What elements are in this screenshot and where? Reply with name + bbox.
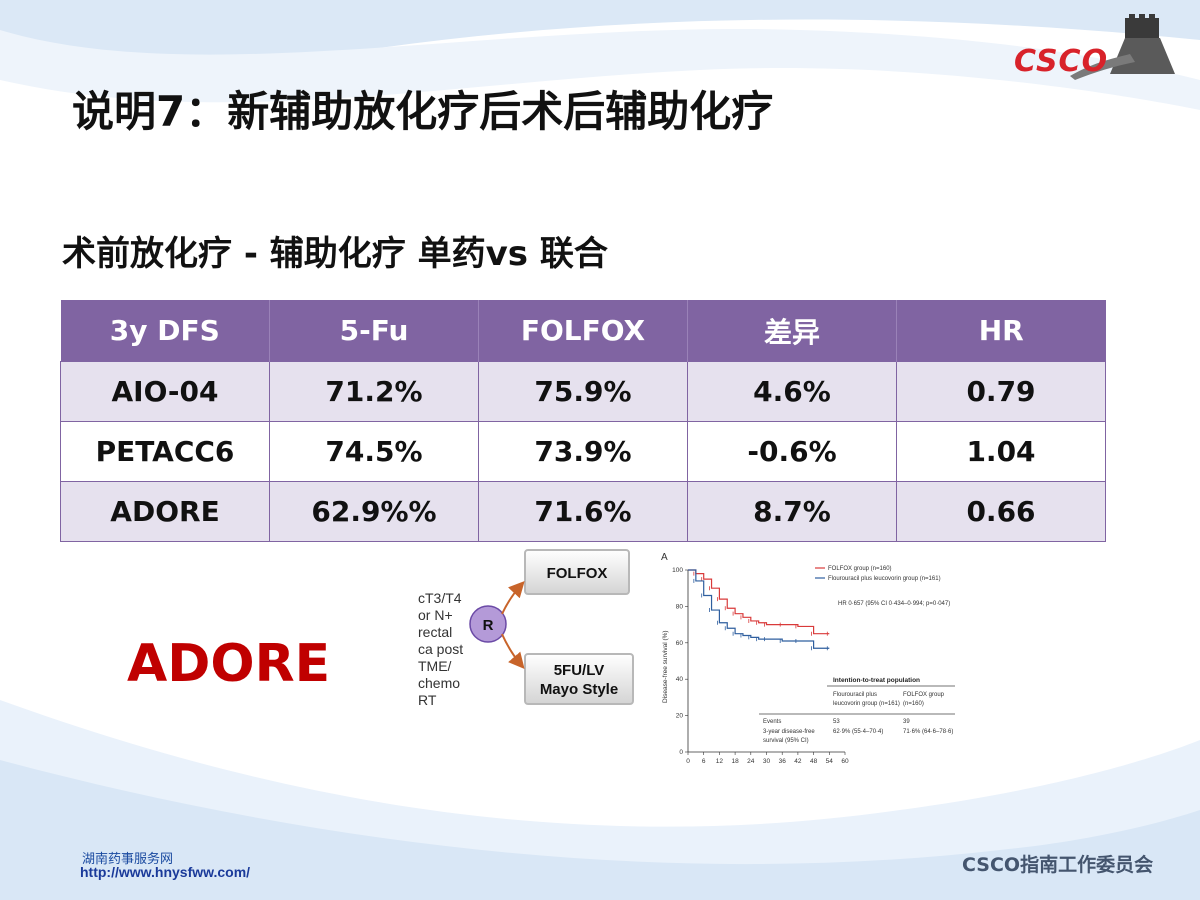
fu-arm-label: 5FU/LV xyxy=(554,662,605,679)
criteria-line: rectal xyxy=(418,624,453,640)
csco-logo-text: CSCO xyxy=(1014,44,1109,79)
itt-table: Intention-to-treat population Flourourac… xyxy=(759,677,955,744)
events-label: Events xyxy=(763,719,781,725)
x-tick-label: 6 xyxy=(702,758,706,765)
table-row: AIO-04 71.2% 75.9% 4.6% 0.79 xyxy=(60,361,1106,422)
fu-arm-sublabel: Mayo Style xyxy=(540,681,618,698)
folfox-arm-box xyxy=(524,549,630,595)
randomization-node xyxy=(469,605,507,643)
footer-committee: CSCO指南工作委员会 xyxy=(962,854,1154,876)
criteria-line: RT xyxy=(418,692,437,708)
y-tick-label: 0 xyxy=(679,749,683,756)
y-tick-label: 60 xyxy=(676,640,684,647)
header-cell: 3y DFS xyxy=(60,300,270,362)
itt-col1-line2: leucovorin group (n=161) xyxy=(833,701,900,707)
events-fu: 53 xyxy=(833,719,840,725)
footer-site-name: 湖南药事服务网 xyxy=(82,852,174,867)
randomization-label: R xyxy=(483,617,494,634)
x-tick-label: 54 xyxy=(826,758,834,765)
panel-label: A xyxy=(661,552,668,563)
km-series-line xyxy=(688,569,830,649)
dfs-label-2: survival (95% CI) xyxy=(763,738,809,744)
y-tick-label: 80 xyxy=(676,603,684,610)
table-cell: 62.9%% xyxy=(269,481,479,542)
criteria-line: ca post xyxy=(418,641,464,657)
legend-entry-fu: Flourouracil plus leucovorin group (n=16… xyxy=(828,576,941,582)
patient-criteria: cT3/T4 or N+ rectal ca post TME/ chemo R… xyxy=(418,590,478,709)
trial-name-label: ADORE xyxy=(127,634,331,694)
criteria-line: chemo xyxy=(418,675,461,691)
y-tick-label: 40 xyxy=(676,676,684,683)
y-axis-label: Disease-free survival (%) xyxy=(662,630,669,703)
folfox-arm-label: FOLFOX xyxy=(547,565,608,582)
legend-entry-folfox: FOLFOX group (n=160) xyxy=(828,566,892,572)
itt-col1-line1: Flourouracil plus xyxy=(833,692,877,698)
arrow-to-folfox xyxy=(501,581,525,615)
km-series-line xyxy=(688,569,830,635)
table-cell: -0.6% xyxy=(687,421,897,482)
table-cell: 0.66 xyxy=(896,481,1106,542)
table-cell: 71.2% xyxy=(269,361,479,422)
table-row: ADORE 62.9%% 71.6% 8.7% 0.66 xyxy=(60,481,1106,542)
page-title: 说明7：新辅助放化疗后术后辅助化疗 xyxy=(72,87,774,136)
hazard-ratio-text: HR 0·657 (95% CI 0·434–0·994; p=0·047) xyxy=(838,601,950,607)
header-cell: HR xyxy=(896,300,1106,362)
table-cell: 71.6% xyxy=(478,481,688,542)
km-survival-plot: A Disease-free survival (%) 020406080100… xyxy=(661,552,955,765)
table-row: PETACC6 74.5% 73.9% -0.6% 1.04 xyxy=(60,421,1106,482)
table-cell: ADORE xyxy=(60,481,270,542)
header-cell: FOLFOX xyxy=(478,300,688,362)
criteria-line: cT3/T4 xyxy=(418,590,462,606)
x-tick-label: 30 xyxy=(763,758,771,765)
dfs-folfox: 71·6% (64·6–78·6) xyxy=(903,729,953,735)
bottom-background-swoosh xyxy=(0,700,1200,900)
table-cell: 1.04 xyxy=(896,421,1106,482)
itt-title: Intention-to-treat population xyxy=(833,677,920,684)
dfs-comparison-table: 3y DFS 5-Fu FOLFOX 差异 HR AIO-04 71.2% 75… xyxy=(60,300,1106,542)
x-tick-label: 42 xyxy=(794,758,802,765)
table-cell: 75.9% xyxy=(478,361,688,422)
x-tick-label: 24 xyxy=(747,758,755,765)
x-tick-label: 60 xyxy=(841,758,849,765)
table-header-row: 3y DFS 5-Fu FOLFOX 差异 HR xyxy=(60,300,1106,362)
table-cell: 74.5% xyxy=(269,421,479,482)
dfs-label-1: 3-year disease-free xyxy=(763,729,815,735)
table-cell: PETACC6 xyxy=(60,421,270,482)
itt-col2-line1: FOLFOX group xyxy=(903,692,945,698)
x-tick-label: 36 xyxy=(779,758,787,765)
x-tick-label: 48 xyxy=(810,758,818,765)
arrow-to-fu xyxy=(501,633,525,670)
footer-url-link[interactable]: http://www.hnysfww.com/ xyxy=(80,864,251,880)
fu-arm-box xyxy=(524,653,634,705)
table-cell: 8.7% xyxy=(687,481,897,542)
dfs-fu: 62·9% (55·4–70·4) xyxy=(833,729,883,735)
x-tick-label: 0 xyxy=(686,758,690,765)
y-tick-label: 20 xyxy=(676,713,684,720)
km-curves xyxy=(688,569,830,651)
itt-col2-line2: (n=160) xyxy=(903,701,924,707)
header-cell: 差异 xyxy=(687,300,897,362)
table-cell: AIO-04 xyxy=(60,361,270,422)
top-background-swoosh xyxy=(0,0,1200,110)
great-wall-icon xyxy=(1070,14,1175,80)
km-axes: 0 20 40 60 80 100 0 6 12 18 24 30 36 42 48 54 60 xyxy=(672,567,849,765)
study-schema-diagram: FOLFOX 5FU/LV Mayo Style R xyxy=(469,549,634,705)
table-cell: 73.9% xyxy=(478,421,688,482)
x-tick-label: 12 xyxy=(716,758,724,765)
y-tick-label: 100 xyxy=(672,567,683,574)
header-cell: 5-Fu xyxy=(269,300,479,362)
section-subtitle: 术前放化疗 - 辅助化疗 单药vs 联合 xyxy=(62,234,608,274)
events-folfox: 39 xyxy=(903,719,910,725)
table-cell: 4.6% xyxy=(687,361,897,422)
table-cell: 0.79 xyxy=(896,361,1106,422)
criteria-line: TME/ xyxy=(418,658,452,674)
km-legend: FOLFOX group (n=160) Flourouracil plus l… xyxy=(815,566,941,582)
criteria-line: or N+ xyxy=(418,607,453,623)
x-tick-label: 18 xyxy=(731,758,739,765)
